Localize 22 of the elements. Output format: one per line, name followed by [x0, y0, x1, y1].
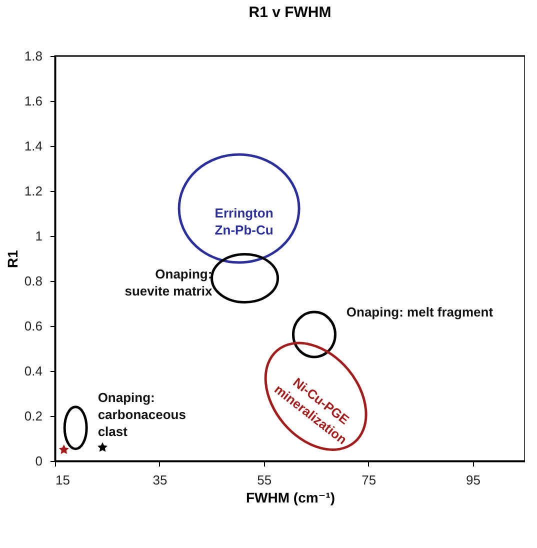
- x-tick-label: 95: [466, 472, 481, 488]
- annotation: Onaping: carbonaceous clast: [98, 390, 186, 439]
- y-tick-label: 1.2: [24, 184, 42, 198]
- annotation: Onaping: melt fragment: [346, 304, 494, 320]
- y-tick-label: 0.8: [24, 274, 42, 288]
- x-tick-label: 55: [257, 472, 272, 488]
- y-tick-label: 0.2: [24, 408, 42, 424]
- x-tick-label: 15: [56, 472, 70, 488]
- y-tick-label: 1: [35, 228, 42, 244]
- y-tick-label: 1.8: [24, 48, 42, 64]
- annotation: Onaping: suevite matrix: [124, 266, 213, 298]
- y-tick-label: 0: [35, 454, 42, 468]
- annotation: Errington Zn-Pb-Cu: [214, 206, 274, 238]
- y-axis-title: R1: [4, 250, 20, 268]
- y-tick-label: 1.4: [24, 138, 42, 154]
- chart-title: R1 v FWHM: [248, 4, 332, 21]
- y-tick-label: 0.4: [24, 364, 42, 378]
- x-tick-label: 35: [152, 472, 168, 488]
- x-axis-title: FWHM (cm⁻¹): [246, 490, 336, 506]
- y-tick-label: 1.6: [24, 94, 42, 108]
- y-tick-label: 0.6: [24, 318, 42, 334]
- x-tick-label: 75: [362, 472, 376, 488]
